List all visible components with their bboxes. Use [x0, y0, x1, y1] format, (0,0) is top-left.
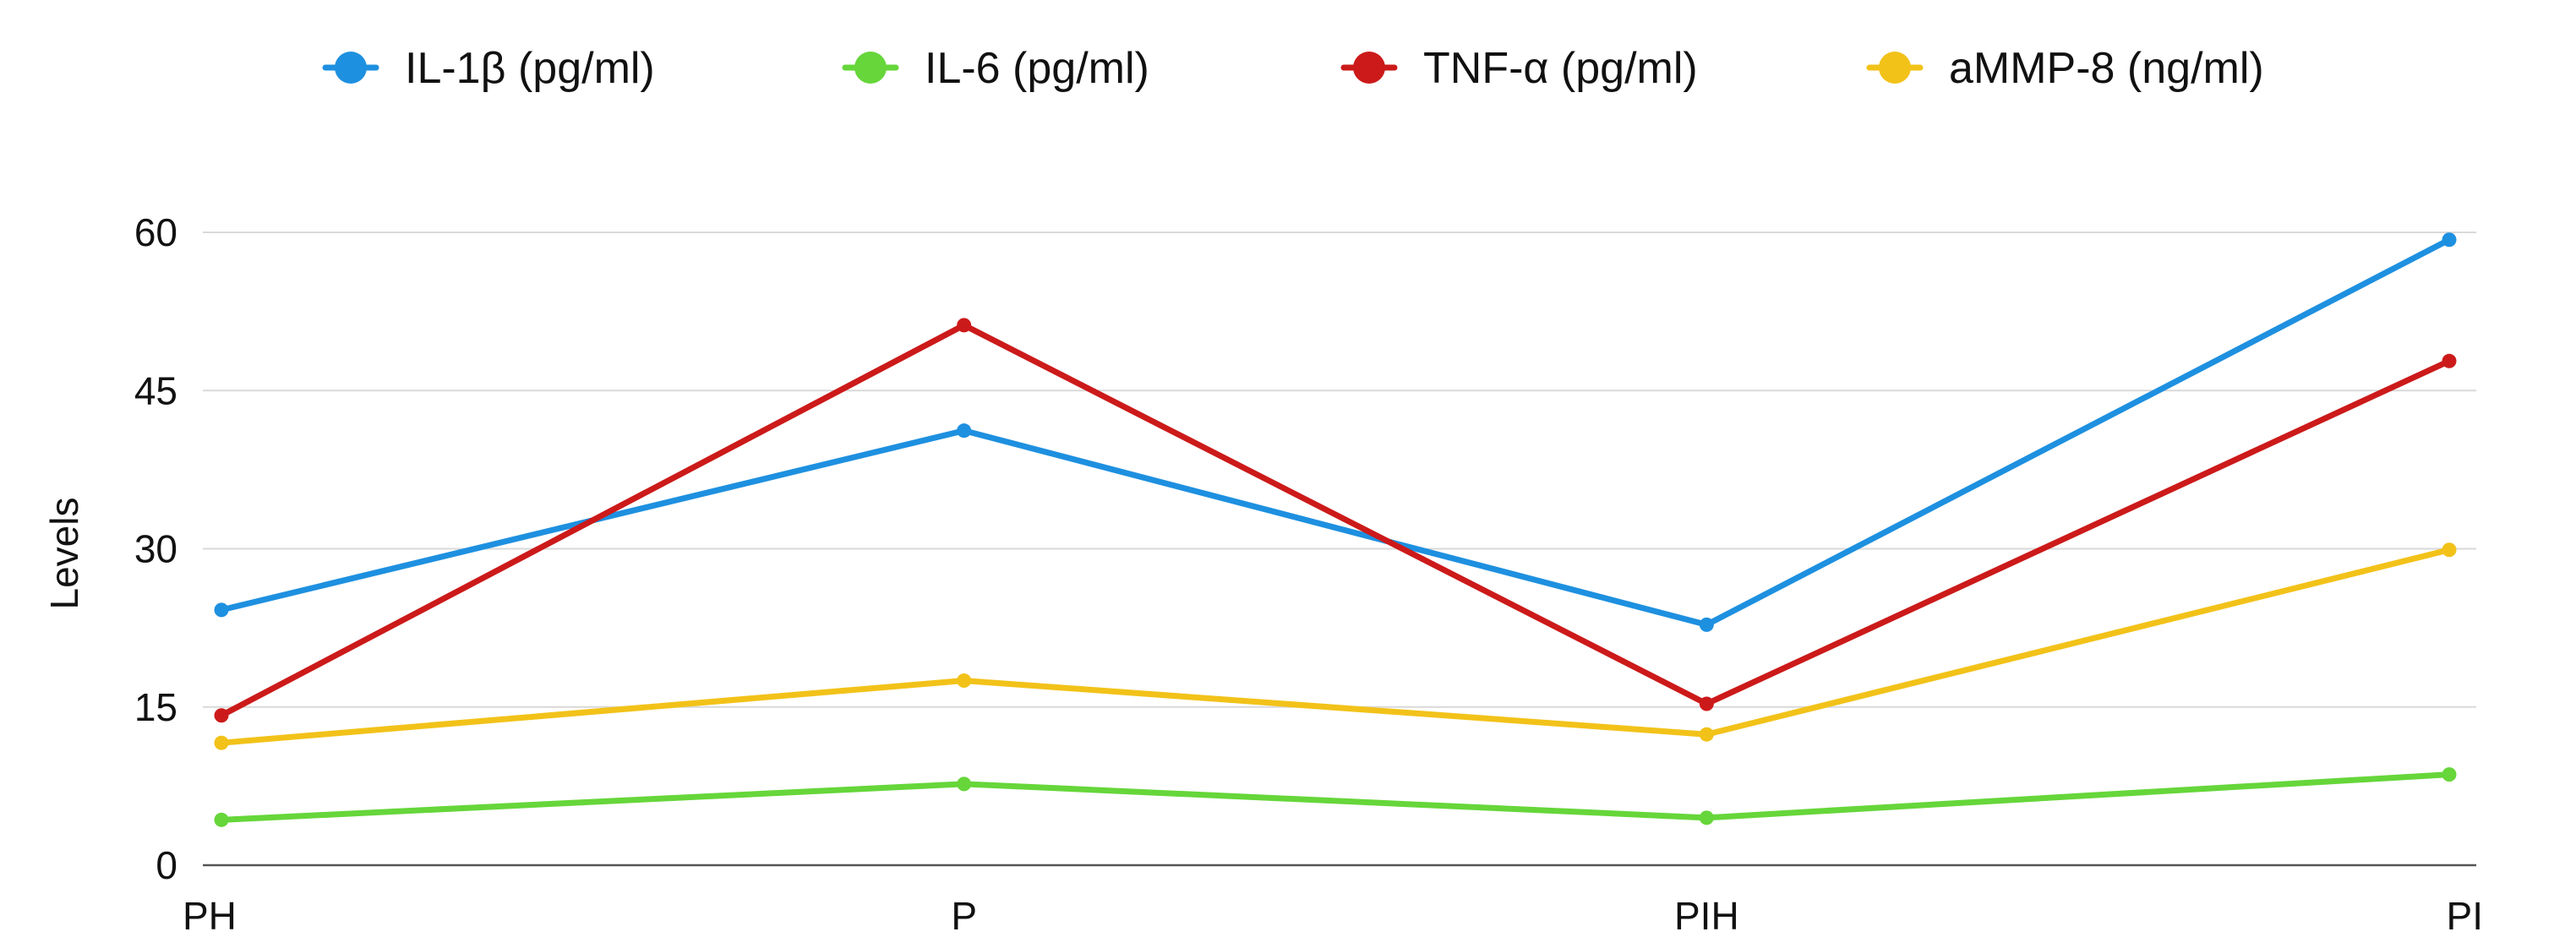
data-point-ammp-8-ng-ml-p [957, 673, 972, 689]
y-tick-label-60: 60 [134, 210, 177, 254]
series-line-il-1-pg-ml [218, 237, 2453, 628]
series-line-ammp-8-ng-ml [218, 547, 2453, 746]
data-point-tnf-pg-ml-p [957, 318, 972, 333]
series-line-tnf-pg-ml [218, 322, 2453, 719]
legend-item-il-1-pg-ml[interactable]: IL-1β (pg/ml) [322, 44, 655, 93]
data-point-il-6-pg-ml-p [957, 776, 972, 792]
series-line-il-6-pg-ml [218, 771, 2453, 823]
data-point-il-1-pg-ml-pih [1699, 617, 1714, 632]
series-tnf-pg-ml [214, 318, 2457, 723]
data-point-il-1-pg-ml-p [957, 423, 972, 439]
y-tick-label-45: 45 [134, 368, 177, 412]
data-point-ammp-8-ng-ml-ph [214, 735, 229, 750]
x-tick-label-p: P [951, 894, 977, 938]
legend-marker-il-6-pg-ml [854, 52, 887, 84]
data-point-tnf-pg-ml-pih [1699, 696, 1714, 711]
legend-label-il-6-pg-ml: IL-6 (pg/ml) [925, 44, 1149, 93]
data-point-il-6-pg-ml-pi [2442, 767, 2457, 782]
gridlines [203, 232, 2476, 708]
legend-item-il-6-pg-ml[interactable]: IL-6 (pg/ml) [842, 44, 1149, 93]
data-point-ammp-8-ng-ml-pih [1699, 727, 1714, 742]
data-point-il-6-pg-ml-pih [1699, 810, 1714, 825]
legend-item-ammp-8-ng-ml[interactable]: aMMP-8 (ng/ml) [1866, 44, 2264, 93]
x-tick-label-ph: PH [183, 894, 237, 938]
legend-label-ammp-8-ng-ml: aMMP-8 (ng/ml) [1949, 44, 2264, 93]
y-tick-label-15: 15 [134, 685, 177, 729]
legend-marker-ammp-8-ng-ml [1879, 52, 1911, 84]
legend-marker-il-1-pg-ml [335, 52, 367, 84]
legend-marker-tnf-pg-ml [1353, 52, 1385, 84]
data-point-il-6-pg-ml-ph [214, 812, 229, 827]
series-il-1-pg-ml [214, 232, 2457, 632]
x-tick-label-pih: PIH [1674, 894, 1739, 938]
legend-label-tnf-pg-ml: TNF-α (pg/ml) [1423, 44, 1698, 93]
series-il-6-pg-ml [214, 767, 2457, 827]
series-ammp-8-ng-ml [214, 542, 2457, 750]
data-point-il-1-pg-ml-pi [2442, 232, 2457, 248]
legend-item-tnf-pg-ml[interactable]: TNF-α (pg/ml) [1340, 44, 1698, 93]
y-tick-label-0: 0 [156, 843, 177, 887]
data-point-tnf-pg-ml-pi [2442, 353, 2457, 368]
y-axis-title: Levels [42, 498, 86, 610]
series-lines [214, 232, 2457, 827]
y-tick-label-30: 30 [134, 527, 177, 571]
data-point-tnf-pg-ml-ph [214, 708, 229, 723]
legend: IL-1β (pg/ml) IL-6 (pg/ml) TNF-α (pg/ml) aM… [322, 44, 2264, 93]
data-point-ammp-8-ng-ml-pi [2442, 542, 2457, 558]
legend-label-il-1-pg-ml: IL-1β (pg/ml) [405, 44, 655, 93]
axes: 0 15 30 45 60 PH P PIH PI [134, 210, 2483, 938]
x-tick-label-pi: PI [2447, 894, 2483, 938]
data-point-il-1-pg-ml-ph [214, 602, 229, 618]
